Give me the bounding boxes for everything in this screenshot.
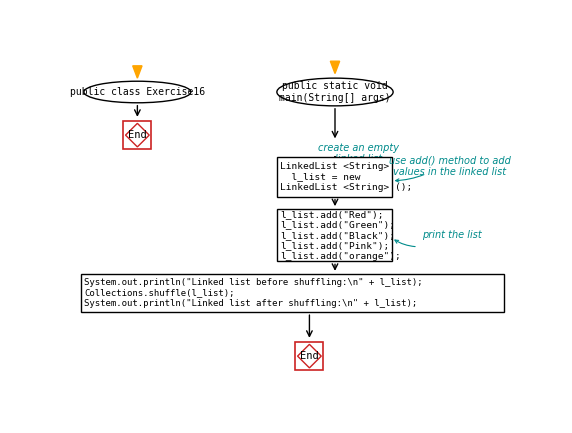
FancyBboxPatch shape [277,209,392,262]
Text: create an empty
linked list: create an empty linked list [318,143,399,165]
Text: use add() method to add
values in the linked list: use add() method to add values in the li… [389,155,511,177]
FancyBboxPatch shape [296,342,323,370]
Polygon shape [133,66,142,78]
Text: print the list: print the list [422,230,482,240]
FancyBboxPatch shape [124,121,152,149]
Polygon shape [331,61,340,74]
Text: l_list.add("Red");
l_list.add("Green");
l_list.add("Black");
l_list.add("Pink");: l_list.add("Red"); l_list.add("Green"); … [280,210,401,261]
Text: System.out.println("Linked list before shuffling:\n" + l_list);
Collections.shuf: System.out.println("Linked list before s… [84,278,423,308]
FancyBboxPatch shape [277,157,392,197]
FancyBboxPatch shape [81,274,504,312]
Text: public class Exercise16: public class Exercise16 [70,87,205,97]
Text: End: End [300,351,319,361]
Text: public static void
main(String[] args): public static void main(String[] args) [279,81,391,103]
Text: End: End [128,130,147,140]
Text: LinkedList <String>
  l_list = new
LinkedList <String> ();: LinkedList <String> l_list = new LinkedL… [280,162,412,191]
